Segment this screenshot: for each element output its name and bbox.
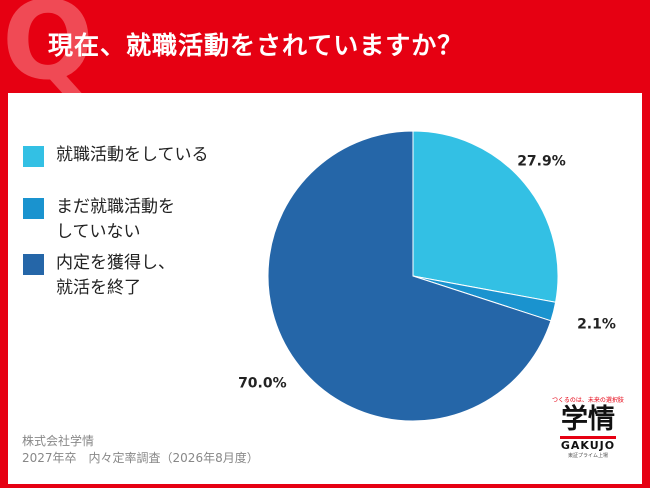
logo-name: GAKUJO <box>560 439 616 452</box>
q-mark: Q <box>2 0 94 104</box>
logo-bar <box>560 436 616 439</box>
logo-sub: 東証プライム上場 <box>568 453 608 459</box>
logo-mark: 学情 <box>561 404 615 435</box>
source-line: 2027年卒 内々定率調査（2026年8月度） <box>22 451 259 465</box>
gakujo-logo: つくるのは、未来の選択肢 学情 GAKUJO 東証プライム上場 <box>538 395 638 459</box>
slice-value-label: 2.1% <box>577 316 616 332</box>
source-note: 株式会社学情 2027年卒 内々定率調査（2026年8月度） <box>22 433 259 467</box>
slice-value-label: 27.9% <box>517 154 566 170</box>
pie-slice <box>412 130 559 303</box>
legend-label: 就職活動をしている <box>56 145 209 165</box>
legend-swatch <box>23 198 44 219</box>
pie-chart: 27.9% 2.1% 70.0% <box>238 130 616 422</box>
logo-tagline: つくるのは、未来の選択肢 <box>552 397 624 404</box>
slice-value-label: 70.0% <box>238 376 287 392</box>
legend-swatch <box>23 254 44 275</box>
pie-slice <box>267 130 552 422</box>
source-line: 株式会社学情 <box>22 434 95 448</box>
legend-label: 内定を獲得し、 就活を終了 <box>56 253 175 298</box>
legend-swatch <box>23 146 44 167</box>
page-title: 現在、就職活動をされていますか？ <box>48 31 464 60</box>
legend-label: まだ就職活動を していない <box>56 197 175 242</box>
chart-panel: 27.9% 2.1% 70.0% 就職活動をしている まだ就職活動を していない 内定… <box>8 93 642 484</box>
